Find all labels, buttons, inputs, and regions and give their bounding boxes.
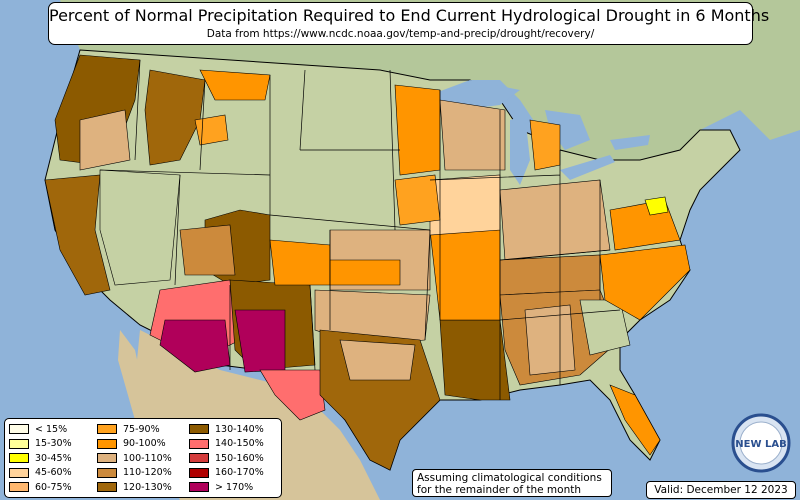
four-corners-tan-region bbox=[179, 224, 236, 276]
logo-text: NEW LAB bbox=[735, 439, 786, 450]
tennessee-region bbox=[499, 254, 601, 296]
legend-label: 45-60% bbox=[35, 467, 72, 479]
legend-swatch bbox=[9, 438, 29, 449]
lake-erie bbox=[560, 155, 615, 180]
kansas-orange-region bbox=[329, 259, 401, 286]
legend-swatch bbox=[97, 438, 117, 449]
legend-item: 130-140% bbox=[189, 422, 264, 437]
legend-label: 110-120% bbox=[123, 467, 172, 479]
legend-swatch bbox=[189, 467, 209, 478]
lake-huron bbox=[545, 110, 590, 150]
alabama-tan-region bbox=[524, 304, 576, 376]
nevada-region bbox=[99, 169, 181, 286]
title-box: Percent of Normal Precipitation Required… bbox=[48, 2, 770, 45]
legend-item: 75-90% bbox=[97, 422, 172, 437]
legend-swatch bbox=[97, 424, 117, 435]
legend-label: 30-45% bbox=[35, 452, 72, 464]
ohio-valley-region bbox=[499, 179, 611, 261]
legend-swatch bbox=[189, 438, 209, 449]
assumption-note: Assuming climatological conditions for t… bbox=[412, 469, 612, 497]
legend-label: 15-30% bbox=[35, 438, 72, 450]
legend-swatch bbox=[189, 453, 209, 464]
maryland-yellow-region bbox=[644, 196, 669, 216]
assumption-line-1: Assuming climatological conditions bbox=[417, 472, 602, 484]
florida-region bbox=[609, 384, 661, 456]
legend-swatch bbox=[9, 453, 29, 464]
colorado-orange-region bbox=[269, 239, 331, 286]
legend-item: > 170% bbox=[189, 480, 264, 495]
legend-label: 75-90% bbox=[123, 423, 160, 435]
lake-michigan bbox=[510, 115, 530, 185]
legend-label: 150-160% bbox=[215, 452, 264, 464]
legend-item: 45-60% bbox=[9, 466, 72, 481]
valid-date: Valid: December 12 2023 bbox=[646, 481, 796, 499]
newlab-logo: NEW LAB bbox=[731, 413, 791, 473]
map-subtitle: Data from https://www.ncdc.noaa.gov/temp… bbox=[206, 28, 595, 40]
legend-item: 100-110% bbox=[97, 451, 172, 466]
legend-label: < 15% bbox=[35, 423, 68, 435]
oregon-tan-region bbox=[79, 109, 131, 171]
legend-swatch bbox=[9, 482, 29, 493]
legend: < 15% 15-30% 30-45% 45-60% 60-75% 75-90%… bbox=[4, 418, 282, 498]
louisiana-region bbox=[439, 319, 511, 401]
legend-label: 160-170% bbox=[215, 467, 264, 479]
arizona-magenta-region bbox=[159, 319, 231, 373]
legend-swatch bbox=[97, 467, 117, 478]
mississippi-valley-region bbox=[429, 224, 501, 321]
west-texas-pink-region bbox=[259, 369, 326, 421]
legend-item: 30-45% bbox=[9, 451, 72, 466]
legend-item: 120-130% bbox=[97, 480, 172, 495]
legend-item: 150-160% bbox=[189, 451, 264, 466]
montana-orange-region bbox=[199, 69, 271, 101]
legend-label: 100-110% bbox=[123, 452, 172, 464]
legend-label: 120-130% bbox=[123, 481, 172, 493]
legend-item: 140-150% bbox=[189, 437, 264, 452]
legend-item: 160-170% bbox=[189, 466, 264, 481]
michigan-region bbox=[529, 119, 561, 171]
legend-item: 110-120% bbox=[97, 466, 172, 481]
legend-label: 90-100% bbox=[123, 438, 166, 450]
legend-item: 60-75% bbox=[9, 480, 72, 495]
legend-label: 60-75% bbox=[35, 481, 72, 493]
wyoming-orange-region bbox=[194, 114, 229, 146]
wisconsin-region bbox=[439, 99, 506, 171]
state-borders bbox=[99, 59, 621, 400]
carolina-region bbox=[599, 244, 691, 321]
minnesota-region bbox=[394, 84, 441, 176]
iowa-orange-region bbox=[394, 174, 441, 226]
legend-item: 90-100% bbox=[97, 437, 172, 452]
texas-tan-region bbox=[339, 339, 416, 381]
legend-label: 140-150% bbox=[215, 438, 264, 450]
lake-ontario bbox=[610, 135, 650, 150]
legend-swatch bbox=[189, 482, 209, 493]
legend-label: 130-140% bbox=[215, 423, 264, 435]
legend-swatch bbox=[189, 424, 209, 435]
legend-swatch bbox=[97, 482, 117, 493]
midwest-tan-region bbox=[429, 174, 501, 236]
legend-swatch bbox=[9, 467, 29, 478]
legend-swatch bbox=[97, 453, 117, 464]
legend-item: 15-30% bbox=[9, 437, 72, 452]
legend-item: < 15% bbox=[9, 422, 72, 437]
assumption-line-2: for the remainder of the month bbox=[417, 484, 582, 496]
map-title: Percent of Normal Precipitation Required… bbox=[49, 6, 770, 25]
legend-swatch bbox=[9, 424, 29, 435]
legend-label: > 170% bbox=[215, 481, 254, 493]
drought-regions bbox=[44, 54, 691, 471]
